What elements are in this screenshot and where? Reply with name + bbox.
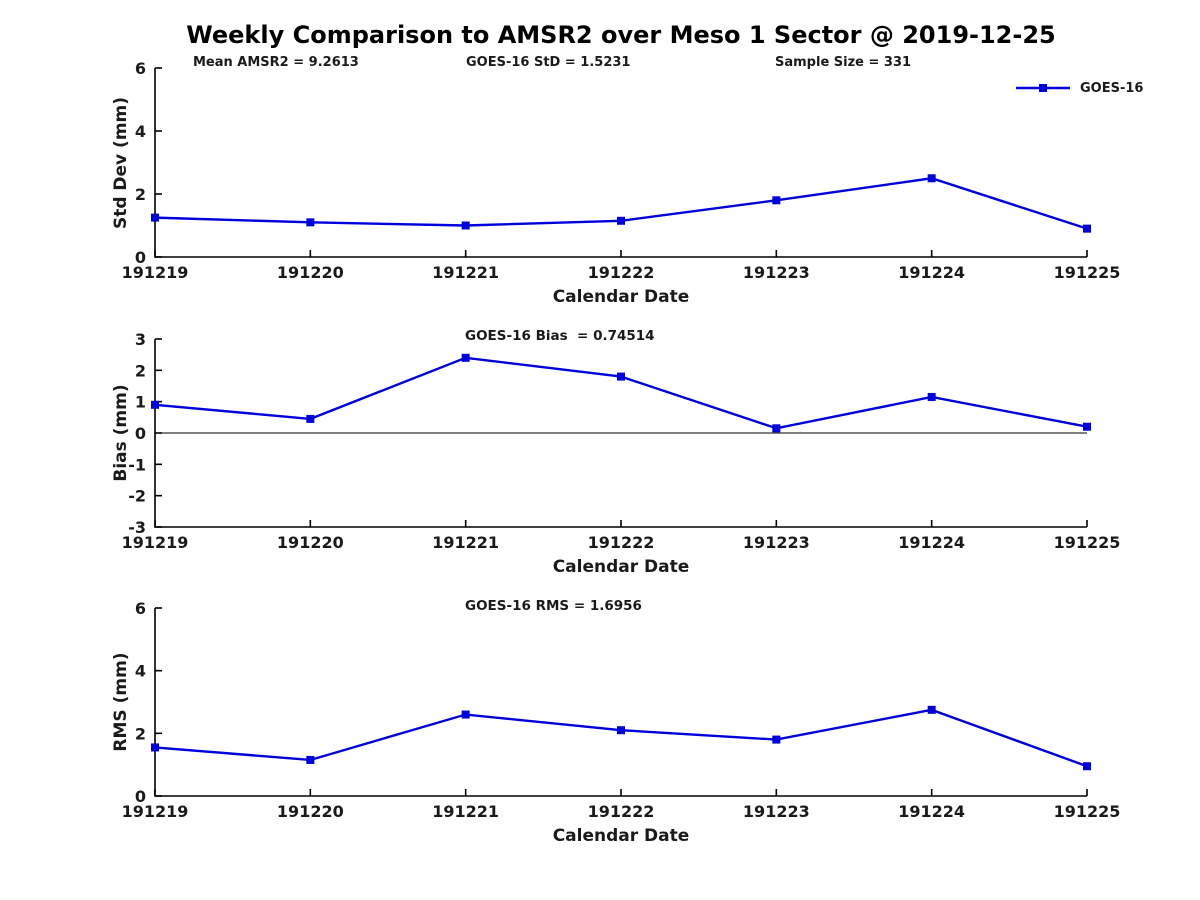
y-tick-label: 4 (135, 122, 146, 141)
x-tick-label: 191220 (277, 263, 344, 282)
data-point (461, 221, 470, 230)
axis-spines (154, 68, 1087, 258)
y-tick-label: 6 (135, 599, 146, 618)
data-point (151, 213, 159, 222)
data-point (306, 218, 315, 227)
x-tick-label: 191223 (743, 263, 810, 282)
series-line-goes-16 (154, 708, 1088, 768)
x-tick-label: 191223 (743, 533, 810, 552)
data-point (617, 726, 625, 735)
annotation-mean-amsr2: Mean AMSR2 = 9.2613 (193, 55, 359, 70)
y-tick-label: -1 (128, 455, 146, 474)
x-tick-label: 191224 (898, 802, 965, 821)
y-tick-label: 0 (135, 248, 146, 267)
axis-spines (154, 608, 1087, 797)
subplot-bias: -3 -2 -1 0 1 2 3 191219 191220 191221 191222 191223… (122, 330, 1121, 552)
x-tick-label: 191219 (122, 263, 189, 282)
x-tick-label: 191220 (277, 802, 344, 821)
y-tick-label: 0 (135, 424, 146, 443)
y-tick-label: 3 (135, 330, 146, 349)
y-tick-label: 6 (135, 59, 146, 78)
x-tick-label: 191224 (898, 263, 965, 282)
x-tick-label: 191219 (122, 533, 189, 552)
x-tick-label: 191223 (743, 802, 810, 821)
subplot-rms: 0 2 4 6 191219 191220 191221 191222 191223 191224… (122, 599, 1121, 821)
annotation-sample-size: Sample Size = 331 (775, 55, 912, 70)
xlabel-subplot-1: Calendar Date (552, 287, 690, 307)
data-point (306, 755, 315, 764)
legend-label: GOES-16 (1080, 80, 1144, 96)
data-point (461, 710, 470, 719)
legend-line-icon (1016, 84, 1070, 92)
data-point (1083, 762, 1091, 771)
x-tick-label: 191222 (588, 263, 655, 282)
data-point (151, 743, 159, 752)
data-point (151, 400, 159, 409)
x-tick-label: 191222 (588, 802, 655, 821)
ylabel-bias: Bias (mm) (111, 384, 131, 482)
xlabel-subplot-2: Calendar Date (552, 557, 690, 577)
data-point (772, 735, 781, 744)
y-tick-label: 2 (135, 361, 146, 380)
x-tick-label: 191224 (898, 533, 965, 552)
y-tick-label: 2 (135, 724, 146, 743)
data-point (461, 353, 470, 362)
x-tick-label: 191222 (588, 533, 655, 552)
ylabel-rms: RMS (mm) (111, 652, 131, 752)
subplot-title-bias: GOES-16 Bias = 0.74514 (465, 328, 655, 344)
data-point (927, 392, 936, 401)
data-point (927, 705, 936, 714)
data-point (772, 196, 781, 205)
data-point (617, 372, 625, 381)
figure-title: Weekly Comparison to AMSR2 over Meso 1 S… (186, 21, 1056, 49)
x-tick-label: 191221 (432, 263, 499, 282)
data-point (306, 414, 315, 423)
y-tick-label: 0 (135, 787, 146, 806)
x-tick-label: 191225 (1054, 533, 1121, 552)
series-line-goes-16 (154, 356, 1088, 430)
legend: GOES-16 (1014, 80, 1143, 96)
subplot-std-dev: 0 2 4 6 191219 191220 191221 191222 191223 191224… (122, 59, 1121, 282)
subplot-title-rms: GOES-16 RMS = 1.6956 (465, 598, 642, 614)
xlabel-subplot-3: Calendar Date (552, 826, 690, 846)
data-point (1083, 422, 1091, 431)
y-tick-label: -3 (128, 518, 146, 537)
x-tick-label: 191225 (1054, 802, 1121, 821)
y-tick-label: -2 (128, 487, 146, 506)
data-point (772, 424, 781, 433)
data-point (927, 174, 936, 183)
x-tick-label: 191220 (277, 533, 344, 552)
x-tick-label: 191221 (432, 802, 499, 821)
ylabel-std-dev: Std Dev (mm) (111, 96, 131, 230)
y-tick-label: 2 (135, 185, 146, 204)
x-tick-label: 191219 (122, 802, 189, 821)
y-tick-label: 4 (135, 662, 146, 681)
data-point (1083, 224, 1091, 233)
x-tick-label: 191221 (432, 533, 499, 552)
legend-marker-icon (1039, 84, 1047, 92)
data-point (617, 216, 625, 225)
x-tick-label: 191225 (1054, 263, 1121, 282)
annotation-goes16-std: GOES-16 StD = 1.5231 (466, 55, 631, 70)
y-tick-label: 1 (135, 393, 146, 412)
